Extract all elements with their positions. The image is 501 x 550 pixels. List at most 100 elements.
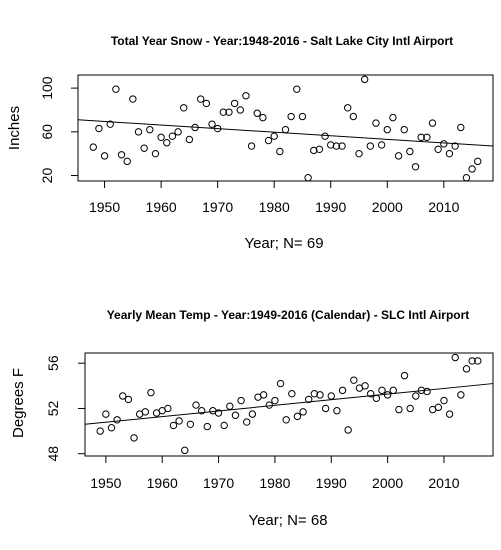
snow-data-point: [225, 108, 233, 116]
temp-x-axis: 1950 1960 1970 1980 1990 2000 2010: [90, 455, 460, 491]
snow-x-tick-label: 1960: [146, 199, 177, 215]
temp-data-point: [96, 427, 104, 435]
snow-data-point: [462, 174, 471, 182]
temp-x-tick-label: 1960: [147, 475, 178, 491]
snow-data-point: [327, 141, 335, 149]
snow-data-point: [112, 85, 120, 93]
snow-data-point: [247, 142, 256, 150]
snow-data-point: [343, 104, 352, 112]
temp-data-point: [248, 410, 257, 418]
snow-data-point: [377, 141, 386, 149]
temp-data-point: [321, 404, 330, 413]
snow-data-point: [208, 120, 216, 128]
snow-data-point: [180, 104, 188, 112]
temp-data-point: [383, 391, 392, 399]
temp-data-point: [169, 421, 178, 430]
snow-points: [89, 75, 482, 182]
temp-data-point: [344, 426, 352, 434]
snow-data-point: [157, 133, 165, 141]
temp-data-point: [237, 396, 245, 405]
snow-data-point: [163, 139, 171, 147]
temp-data-point: [457, 391, 465, 399]
snow-data-point: [185, 135, 194, 144]
temp-data-point: [310, 390, 319, 398]
temp-data-point: [293, 412, 302, 421]
snow-data-point: [321, 132, 329, 140]
temp-y-tick-label: 48: [45, 446, 61, 462]
temp-data-point: [474, 357, 482, 365]
temp-data-point: [451, 353, 459, 362]
snow-data-point: [315, 145, 324, 154]
snow-chart-title: Total Year Snow - Year:1948-2016 - Salt …: [111, 34, 453, 48]
snow-data-point: [445, 149, 454, 158]
temp-y-axis-label: Degrees F: [10, 368, 27, 438]
snow-data-point: [355, 149, 363, 158]
snow-data-point: [310, 146, 318, 155]
snow-data-point: [270, 132, 278, 140]
temp-data-point: [243, 418, 251, 426]
snow-data-point: [281, 125, 290, 134]
snow-data-point: [117, 151, 126, 159]
temp-data-point: [102, 410, 110, 418]
temp-data-point: [400, 371, 409, 380]
temp-data-point: [186, 420, 195, 429]
temp-chart: Yearly Mean Temp - Year:1949-2016 (Calen…: [10, 308, 494, 529]
temp-data-point: [288, 390, 296, 398]
temp-data-point: [338, 386, 347, 395]
temp-data-point: [361, 382, 369, 390]
temp-data-point: [192, 401, 200, 409]
snow-data-point: [428, 119, 437, 127]
snow-data-point: [383, 125, 391, 134]
temp-data-point: [423, 387, 431, 396]
snow-data-point: [213, 124, 222, 133]
snow-y-tick-label: 20: [39, 168, 55, 184]
snow-data-point: [191, 123, 199, 132]
snow-data-point: [474, 157, 482, 166]
snow-x-axis: 1950 1960 1970 1980 1990 2000 2010: [89, 180, 460, 215]
snow-data-point: [293, 85, 301, 93]
snow-data-point: [276, 147, 284, 156]
snow-data-point: [468, 165, 476, 173]
temp-data-point: [305, 395, 313, 404]
snow-x-tick-label: 1980: [259, 199, 290, 215]
snow-data-point: [372, 119, 380, 127]
temp-data-point: [395, 405, 403, 414]
snow-data-point: [174, 128, 182, 136]
snow-data-point: [230, 99, 239, 108]
temp-x-tick-label: 2000: [372, 475, 403, 491]
temp-data-point: [327, 392, 335, 400]
snow-y-tick-label: 100: [39, 76, 55, 100]
temp-data-point: [378, 386, 386, 395]
snow-data-point: [304, 174, 312, 182]
temp-x-tick-label: 1970: [203, 475, 234, 491]
snow-data-point: [287, 112, 295, 121]
temp-data-point: [203, 422, 211, 431]
snow-data-point: [389, 113, 397, 122]
temp-data-point: [316, 391, 324, 399]
temp-data-point: [259, 391, 268, 399]
snow-data-point: [400, 125, 408, 134]
snow-data-point: [411, 163, 420, 171]
snow-plot-frame: [77, 74, 494, 182]
snow-data-point: [140, 144, 148, 152]
temp-plot-frame: [84, 352, 494, 457]
snow-data-point: [100, 152, 109, 160]
temp-data-point: [181, 446, 189, 455]
temp-data-point: [107, 424, 116, 432]
snow-data-point: [146, 125, 154, 134]
temp-x-tick-label: 1990: [316, 475, 347, 491]
snow-data-point: [457, 123, 465, 132]
snow-data-point: [151, 149, 160, 158]
snow-data-point: [338, 142, 346, 150]
snow-data-point: [129, 95, 137, 103]
temp-data-point: [220, 421, 228, 430]
temp-data-point: [440, 396, 448, 405]
snow-data-point: [406, 147, 414, 156]
snow-x-tick-label: 1950: [89, 199, 120, 215]
temp-data-point: [231, 411, 240, 419]
temp-chart-title: Yearly Mean Temp - Year:1949-2016 (Calen…: [107, 308, 470, 322]
snow-data-point: [298, 112, 307, 121]
snow-chart: Total Year Snow - Year:1948-2016 - Salt …: [6, 34, 494, 252]
temp-data-point: [276, 379, 285, 388]
temp-data-point: [164, 404, 172, 413]
